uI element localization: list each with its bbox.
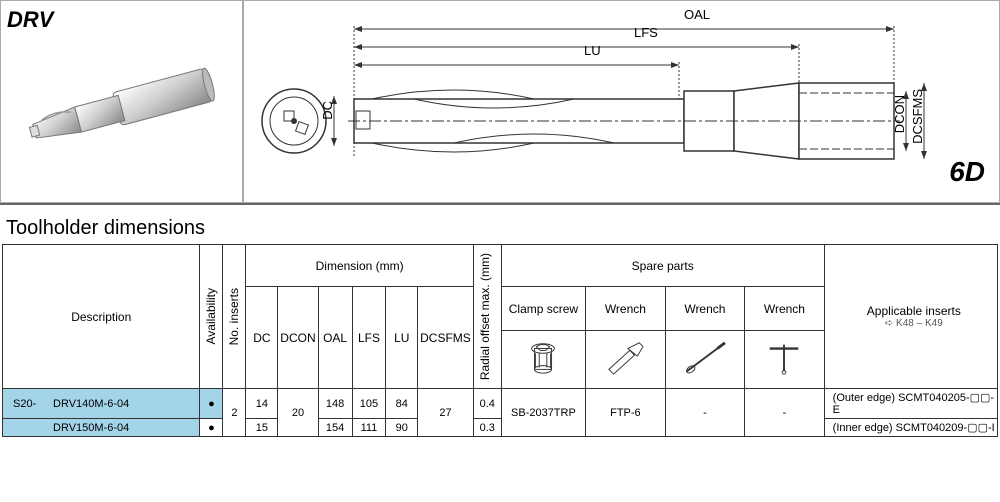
row1-app: (Outer edge) SCMT040205-▢▢-E <box>824 389 997 419</box>
product-panel: DRV <box>0 0 243 203</box>
hdr-lfs: LFS <box>352 287 386 389</box>
shared-dcsfms: 27 <box>418 389 474 437</box>
row2-app: (Inner edge) SCMT040209-▢▢-I <box>824 419 997 437</box>
hdr-spare: Spare parts <box>501 245 824 287</box>
row2-lu: 90 <box>386 419 418 437</box>
hdr-description: Description <box>3 245 200 389</box>
row1-avail: ● <box>200 389 223 419</box>
icon-clamp <box>501 331 585 389</box>
label-lu: LU <box>584 43 601 58</box>
row2-radial: 0.3 <box>473 419 501 437</box>
icon-wrench2 <box>665 331 745 389</box>
shared-w1: FTP-6 <box>586 389 666 437</box>
hdr-oal: OAL <box>318 287 352 389</box>
product-code: DRV <box>7 7 236 33</box>
hdr-no-inserts: No. inserts <box>225 282 243 351</box>
row1-dc: 14 <box>246 389 278 419</box>
label-lfs: LFS <box>634 25 658 40</box>
shared-w3: - <box>745 389 825 437</box>
icon-wrench1 <box>586 331 666 389</box>
variant-label: 6D <box>949 156 985 188</box>
shared-clamp: SB-2037TRP <box>501 389 585 437</box>
hdr-clamp: Clamp screw <box>501 287 585 331</box>
hdr-dcon: DCON <box>278 287 318 389</box>
dimension-table: Description Availability No. inserts Dim… <box>2 244 998 437</box>
row1-lfs: 105 <box>352 389 386 419</box>
row2-lfs: 111 <box>352 419 386 437</box>
section-title: Toolholder dimensions <box>6 217 1000 240</box>
row1-radial: 0.4 <box>473 389 501 419</box>
hdr-applicable: Applicable inserts <box>833 304 995 318</box>
row2-avail: ● <box>200 419 223 437</box>
label-dcsfms: DCSFMS <box>910 89 925 144</box>
hdr-applicable-ref: ➪ K48 – K49 <box>833 318 995 329</box>
row1-lu: 84 <box>386 389 418 419</box>
icon-wrench3 <box>745 331 825 389</box>
shared-inserts: 2 <box>223 389 246 437</box>
label-dc: DC <box>320 101 335 120</box>
label-oal: OAL <box>684 7 710 22</box>
hdr-dcsfms: DCSFMS <box>418 287 474 389</box>
hdr-radial: Radial offset max. (mm) <box>476 247 494 386</box>
dimension-diagram: OAL LFS LU DC DCON DCSFMS 6D <box>243 0 1000 203</box>
label-dcon: DCON <box>892 95 907 133</box>
row2-dc: 15 <box>246 419 278 437</box>
hdr-wrench3: Wrench <box>745 287 825 331</box>
technical-drawing <box>254 11 944 191</box>
hdr-availability: Availability <box>202 282 220 350</box>
shared-dcon: 20 <box>278 389 318 437</box>
row1-oal: 148 <box>318 389 352 419</box>
hdr-dc: DC <box>246 287 278 389</box>
row2-oal: 154 <box>318 419 352 437</box>
row1-desc: S20-DRV140M-6-04 <box>3 389 200 419</box>
product-render <box>21 41 221 171</box>
hdr-lu: LU <box>386 287 418 389</box>
hdr-dimension: Dimension (mm) <box>246 245 473 287</box>
hdr-wrench2: Wrench <box>665 287 745 331</box>
hdr-wrench1: Wrench <box>586 287 666 331</box>
shared-w2: - <box>665 389 745 437</box>
row2-desc: DRV150M-6-04 <box>3 419 200 437</box>
